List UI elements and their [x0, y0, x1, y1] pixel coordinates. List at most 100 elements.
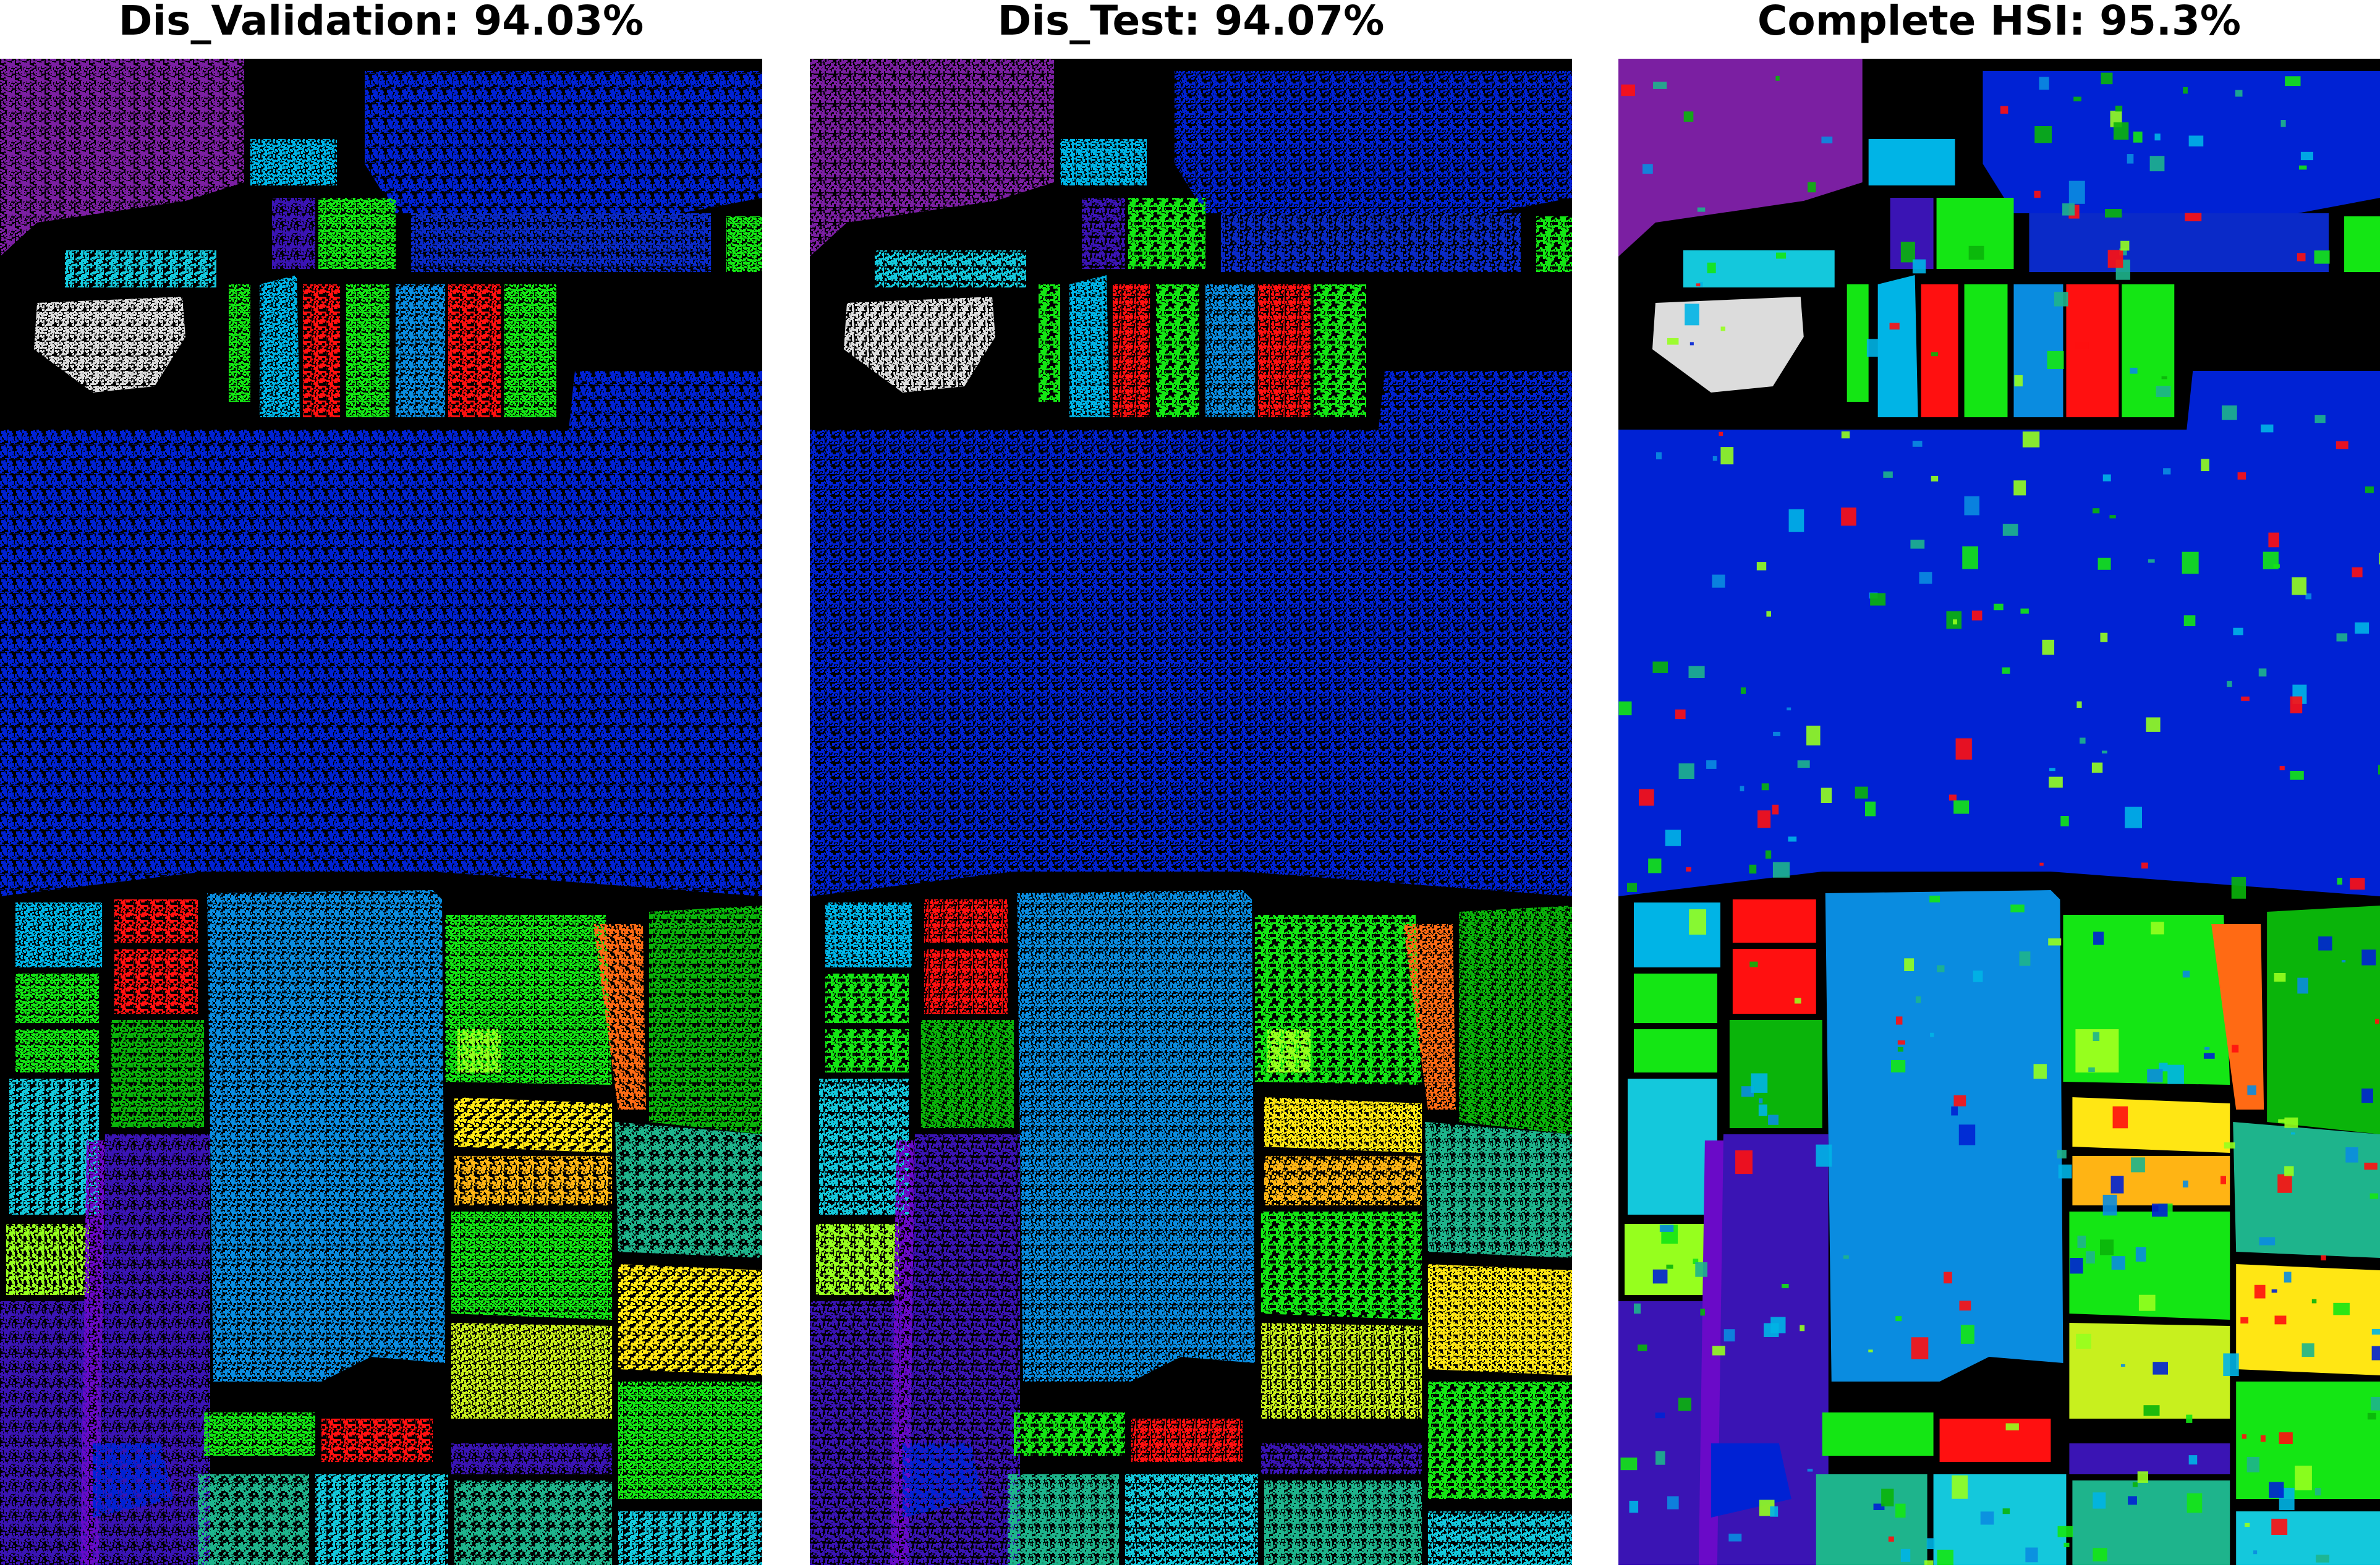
misclassified-patch: [1633, 1303, 1641, 1314]
misclassified-patch: [2169, 174, 2182, 189]
field-strip-6: [2066, 284, 2119, 417]
field-sw-cyan-2: [1627, 1079, 1717, 1215]
misclassified-patch: [1971, 610, 1983, 621]
field-strip-7: [1314, 284, 1366, 417]
misclassified-patch: [2224, 1142, 2235, 1149]
classification-map-test: [810, 59, 1572, 1565]
misclassified-patch: [1749, 864, 1757, 874]
misclassified-patch: [1910, 540, 1925, 549]
field-mid-dkgreen: [1459, 906, 1572, 1134]
field-strip-3: [303, 284, 340, 417]
field-bottom-teal: [1816, 1474, 1927, 1565]
field-bottom-green: [1822, 1412, 1934, 1456]
misclassified-patch: [1986, 894, 1994, 901]
field-bottom-cyan: [1125, 1474, 1258, 1565]
misclassified-patch: [1666, 1264, 1673, 1269]
misclassified-patch: [2182, 551, 2199, 574]
misclassified-patch: [2254, 1285, 2266, 1299]
misclassified-patch: [1652, 1269, 1668, 1284]
misclassified-patch: [2034, 190, 2041, 198]
misclassified-patch: [1728, 1534, 1742, 1542]
misclassified-patch: [1659, 843, 1667, 847]
misclassified-patch: [1626, 883, 1637, 892]
misclassified-patch: [1863, 1161, 1877, 1173]
field-mid-yellow-2: [618, 1264, 762, 1375]
field-sw-lime: [6, 1224, 90, 1295]
map-canvas: [810, 59, 1572, 1565]
field-mid-amber: [454, 1156, 612, 1205]
misclassified-patch: [2274, 1315, 2287, 1325]
field-sw-dkgreen: [111, 1020, 204, 1128]
misclassified-patch: [1912, 259, 1926, 274]
field-mid-yg: [451, 1323, 612, 1419]
field-mid-yg: [1261, 1323, 1422, 1419]
misclassified-patch: [1759, 1098, 1763, 1104]
misclassified-patch: [1883, 471, 1893, 478]
misclassified-patch: [1693, 1259, 1699, 1264]
field-bottom-green: [204, 1412, 315, 1456]
field-cyan-small: [1060, 139, 1147, 185]
misclassified-patch: [1897, 1040, 1905, 1045]
misclassified-patch: [2070, 1258, 2083, 1274]
field-bottom-red: [1939, 1419, 2051, 1462]
field-strip-6: [448, 284, 501, 417]
misclassified-patch: [1618, 701, 1632, 716]
misclassified-patch: [2039, 862, 2044, 866]
misclassified-patch: [1897, 1047, 1903, 1052]
misclassified-patch: [2369, 1193, 2379, 1199]
misclassified-patch: [2203, 1053, 2215, 1059]
misclassified-patch: [1994, 603, 2004, 611]
misclassified-patch: [2054, 292, 2068, 307]
misclassified-patch: [2350, 878, 2365, 890]
misclassified-patch: [1980, 1511, 1994, 1525]
field-mid-yg: [2069, 1323, 2230, 1419]
misclassified-patch: [2091, 762, 2103, 773]
misclassified-patch: [1698, 282, 1703, 287]
misclassified-patch: [2355, 622, 2369, 634]
field-center-blue: [1825, 890, 2063, 1382]
field-cyan-small: [250, 139, 337, 185]
misclassified-patch: [1915, 996, 1921, 1003]
misclassified-patch: [1707, 262, 1716, 274]
misclassified-patch: [2110, 1176, 2124, 1194]
field-sw-green-2: [1633, 1029, 1717, 1072]
misclassified-patch: [2276, 1137, 2286, 1149]
misclassified-patch: [1719, 431, 1723, 436]
misclassified-patch: [1699, 729, 1711, 744]
misclassified-patch: [1712, 574, 1725, 588]
misclassified-patch: [2062, 203, 2075, 216]
misclassified-patch: [1808, 182, 1816, 193]
misclassified-patch: [2020, 608, 2029, 614]
misclassified-patch: [2153, 1362, 2168, 1375]
misclassified-patch: [1723, 1329, 1735, 1342]
misclassified-patch: [2295, 1466, 2312, 1490]
misclassified-patch: [2047, 350, 2064, 369]
misclassified-patch: [1773, 1041, 1786, 1055]
field-sw-red-2: [114, 949, 198, 1014]
misclassified-patch: [2268, 532, 2279, 548]
field-strip-2: [260, 275, 300, 417]
misclassified-patch: [2102, 474, 2111, 482]
misclassified-patch: [2188, 135, 2204, 147]
field-strip-3: [1113, 284, 1150, 417]
misclassified-patch: [1924, 1560, 1934, 1565]
misclassified-patch: [2204, 1047, 2210, 1050]
misclassified-patch: [1931, 352, 1938, 357]
misclassified-patch: [2105, 209, 2122, 218]
misclassified-patch: [1895, 1503, 1906, 1518]
misclassified-patch: [1766, 611, 1771, 617]
map-canvas: [0, 59, 762, 1565]
misclassified-patch: [2316, 1555, 2330, 1563]
misclassified-patch: [1621, 84, 1635, 96]
field-bottom-teal: [198, 1474, 309, 1565]
misclassified-patch: [1929, 895, 1940, 902]
misclassified-patch: [1655, 452, 1662, 460]
misclassified-patch: [1641, 677, 1648, 687]
misclassified-patch: [1816, 1144, 1832, 1167]
misclassified-patch: [1841, 507, 1856, 526]
misclassified-patch: [1895, 1316, 1902, 1322]
field-se-cyan: [618, 1511, 762, 1565]
misclassified-patch: [1720, 447, 1734, 465]
misclassified-patch: [2120, 1001, 2129, 1007]
field-cyan-west: [875, 250, 1026, 287]
